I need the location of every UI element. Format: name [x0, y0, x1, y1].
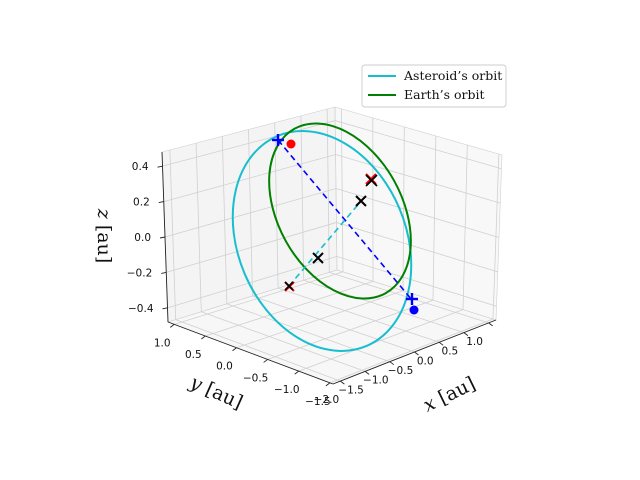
tick-mark-y	[232, 347, 237, 352]
x-axis-label: x [au]	[420, 373, 479, 417]
tick-label-x: 1.0	[466, 336, 483, 348]
tick-label-z: −0.2	[127, 267, 153, 279]
gridline-y	[267, 299, 434, 360]
tick-mark-x	[488, 322, 493, 327]
tick-mark-x	[463, 332, 469, 336]
legend-label-earth: Earth’s orbit	[404, 87, 485, 102]
gridline-z	[163, 154, 501, 204]
tick-label-x: −1.0	[363, 375, 389, 387]
gridline-x	[277, 287, 440, 343]
gridline-x	[329, 271, 489, 324]
y-axis-line	[167, 321, 334, 385]
gridline-z	[166, 222, 498, 273]
tick-mark-y	[325, 382, 331, 387]
marker-blue-dot	[409, 305, 419, 315]
gridline-y	[298, 309, 464, 372]
tick-label-y: 0.0	[216, 361, 233, 373]
tick-label-z: 0.0	[134, 232, 151, 244]
tick-label-z: 0.4	[132, 161, 149, 173]
gridline-x	[175, 319, 341, 382]
markers	[272, 134, 419, 315]
tick-label-x: −2.0	[314, 394, 340, 406]
marker-red-dot	[286, 139, 296, 149]
tick-label-y: 1.0	[154, 337, 171, 349]
connectors	[277, 139, 413, 301]
marker-blue-plus-top	[272, 134, 284, 146]
tick-mark-y	[201, 335, 206, 340]
tick-mark-x	[414, 351, 419, 356]
tick-mark-y	[263, 359, 268, 363]
tick-label-y: −0.5	[243, 372, 269, 384]
gridline-z	[164, 188, 500, 238]
gridline-x	[201, 311, 366, 372]
tick-mark-x	[438, 341, 444, 346]
gridline-x	[226, 303, 390, 363]
axes-panes	[161, 106, 503, 385]
z-axis-label: z [au]	[93, 208, 115, 263]
legend: Asteroid’s orbit Earth’s orbit	[361, 64, 507, 108]
tick-label-z: 0.2	[133, 197, 150, 209]
marker-blue-plus-bottom	[406, 293, 418, 305]
gridline-y	[236, 290, 404, 349]
tick-label-z: −0.4	[128, 303, 154, 315]
tick-mark-z	[159, 236, 166, 239]
connector-cyan-dashed	[288, 199, 363, 287]
gridline-z	[167, 255, 497, 309]
tick-label-x: 0.5	[442, 346, 459, 358]
marker-black-x-mid-left	[312, 252, 324, 264]
tick-mark-z	[162, 307, 168, 310]
tick-mark-z	[158, 201, 164, 204]
gridline-y	[329, 318, 494, 384]
marker-black-x-mid-right	[355, 195, 367, 207]
tick-label-x: 0.0	[417, 355, 434, 367]
ticks: −2.0−1.5−1.0−0.50.00.51.01.00.50.0−0.5−1…	[127, 161, 493, 408]
tick-mark-x	[389, 361, 395, 366]
tick-label-x: −0.5	[388, 365, 414, 377]
gridline-z	[162, 120, 502, 170]
y-axis-label: y [au]	[186, 371, 246, 414]
legend-box	[361, 64, 507, 108]
tick-mark-z	[157, 165, 163, 168]
marker-black-x-upper	[365, 174, 378, 187]
tick-mark-y	[294, 370, 300, 375]
legend-label-asteroid: Asteroid’s orbit	[403, 68, 502, 83]
tick-label-x: −1.5	[338, 384, 364, 396]
tick-label-y: −1.0	[274, 384, 300, 396]
marker-black-x-lower	[284, 281, 294, 291]
tick-mark-y	[169, 323, 175, 328]
tick-mark-z	[161, 271, 167, 274]
tick-label-y: −1.5	[305, 396, 331, 408]
gridline-y	[205, 280, 374, 337]
tick-mark-x	[364, 371, 370, 375]
connector-blue-dashed	[277, 139, 413, 301]
gridline-x	[252, 295, 415, 353]
earth-orbit-line	[268, 122, 412, 300]
tick-label-y: 0.5	[185, 349, 202, 361]
tick-mark-x	[340, 380, 345, 385]
